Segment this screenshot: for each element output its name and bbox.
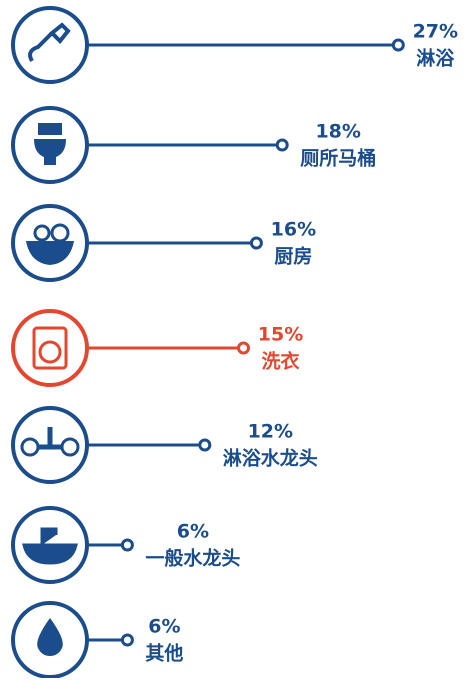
icon-ring xyxy=(11,309,89,387)
value-label: 6% xyxy=(148,616,180,638)
icon xyxy=(20,437,40,457)
icon xyxy=(26,241,74,265)
bar-end xyxy=(249,236,263,250)
icon xyxy=(22,527,78,565)
bar-end xyxy=(120,538,134,552)
bar-end xyxy=(275,138,289,152)
icon xyxy=(34,139,66,165)
value-label: 18% xyxy=(315,121,360,143)
value-label: 16% xyxy=(271,219,316,241)
icon xyxy=(32,326,68,370)
icon xyxy=(28,22,71,63)
icon xyxy=(60,437,80,457)
category-label: 淋浴 xyxy=(416,47,455,70)
icon-ring xyxy=(11,6,89,84)
category-label: 洗衣 xyxy=(262,350,300,373)
value-label: 12% xyxy=(248,421,293,443)
icon xyxy=(37,618,63,656)
category-label: 厨房 xyxy=(274,245,312,268)
icon xyxy=(38,123,62,135)
icon xyxy=(38,340,62,364)
icon xyxy=(32,326,68,370)
bar-end xyxy=(237,341,250,355)
icon xyxy=(22,527,78,565)
icon xyxy=(28,22,71,63)
bar-end xyxy=(120,633,134,647)
value-label: 6% xyxy=(177,521,209,543)
icon xyxy=(50,223,70,243)
category-label: 一般水龙头 xyxy=(145,547,240,570)
category-label: 淋浴水龙头 xyxy=(223,447,318,470)
value-label: 15% xyxy=(258,324,303,346)
icon xyxy=(33,224,51,242)
bar-end xyxy=(198,438,212,452)
icon xyxy=(20,427,80,457)
value-label: 27% xyxy=(413,21,458,43)
icon xyxy=(26,223,74,265)
icon xyxy=(37,618,63,656)
category-label: 其他 xyxy=(145,642,183,665)
bar-end xyxy=(391,38,405,52)
category-label: 厕所马桶 xyxy=(300,147,376,170)
icon xyxy=(34,123,66,165)
